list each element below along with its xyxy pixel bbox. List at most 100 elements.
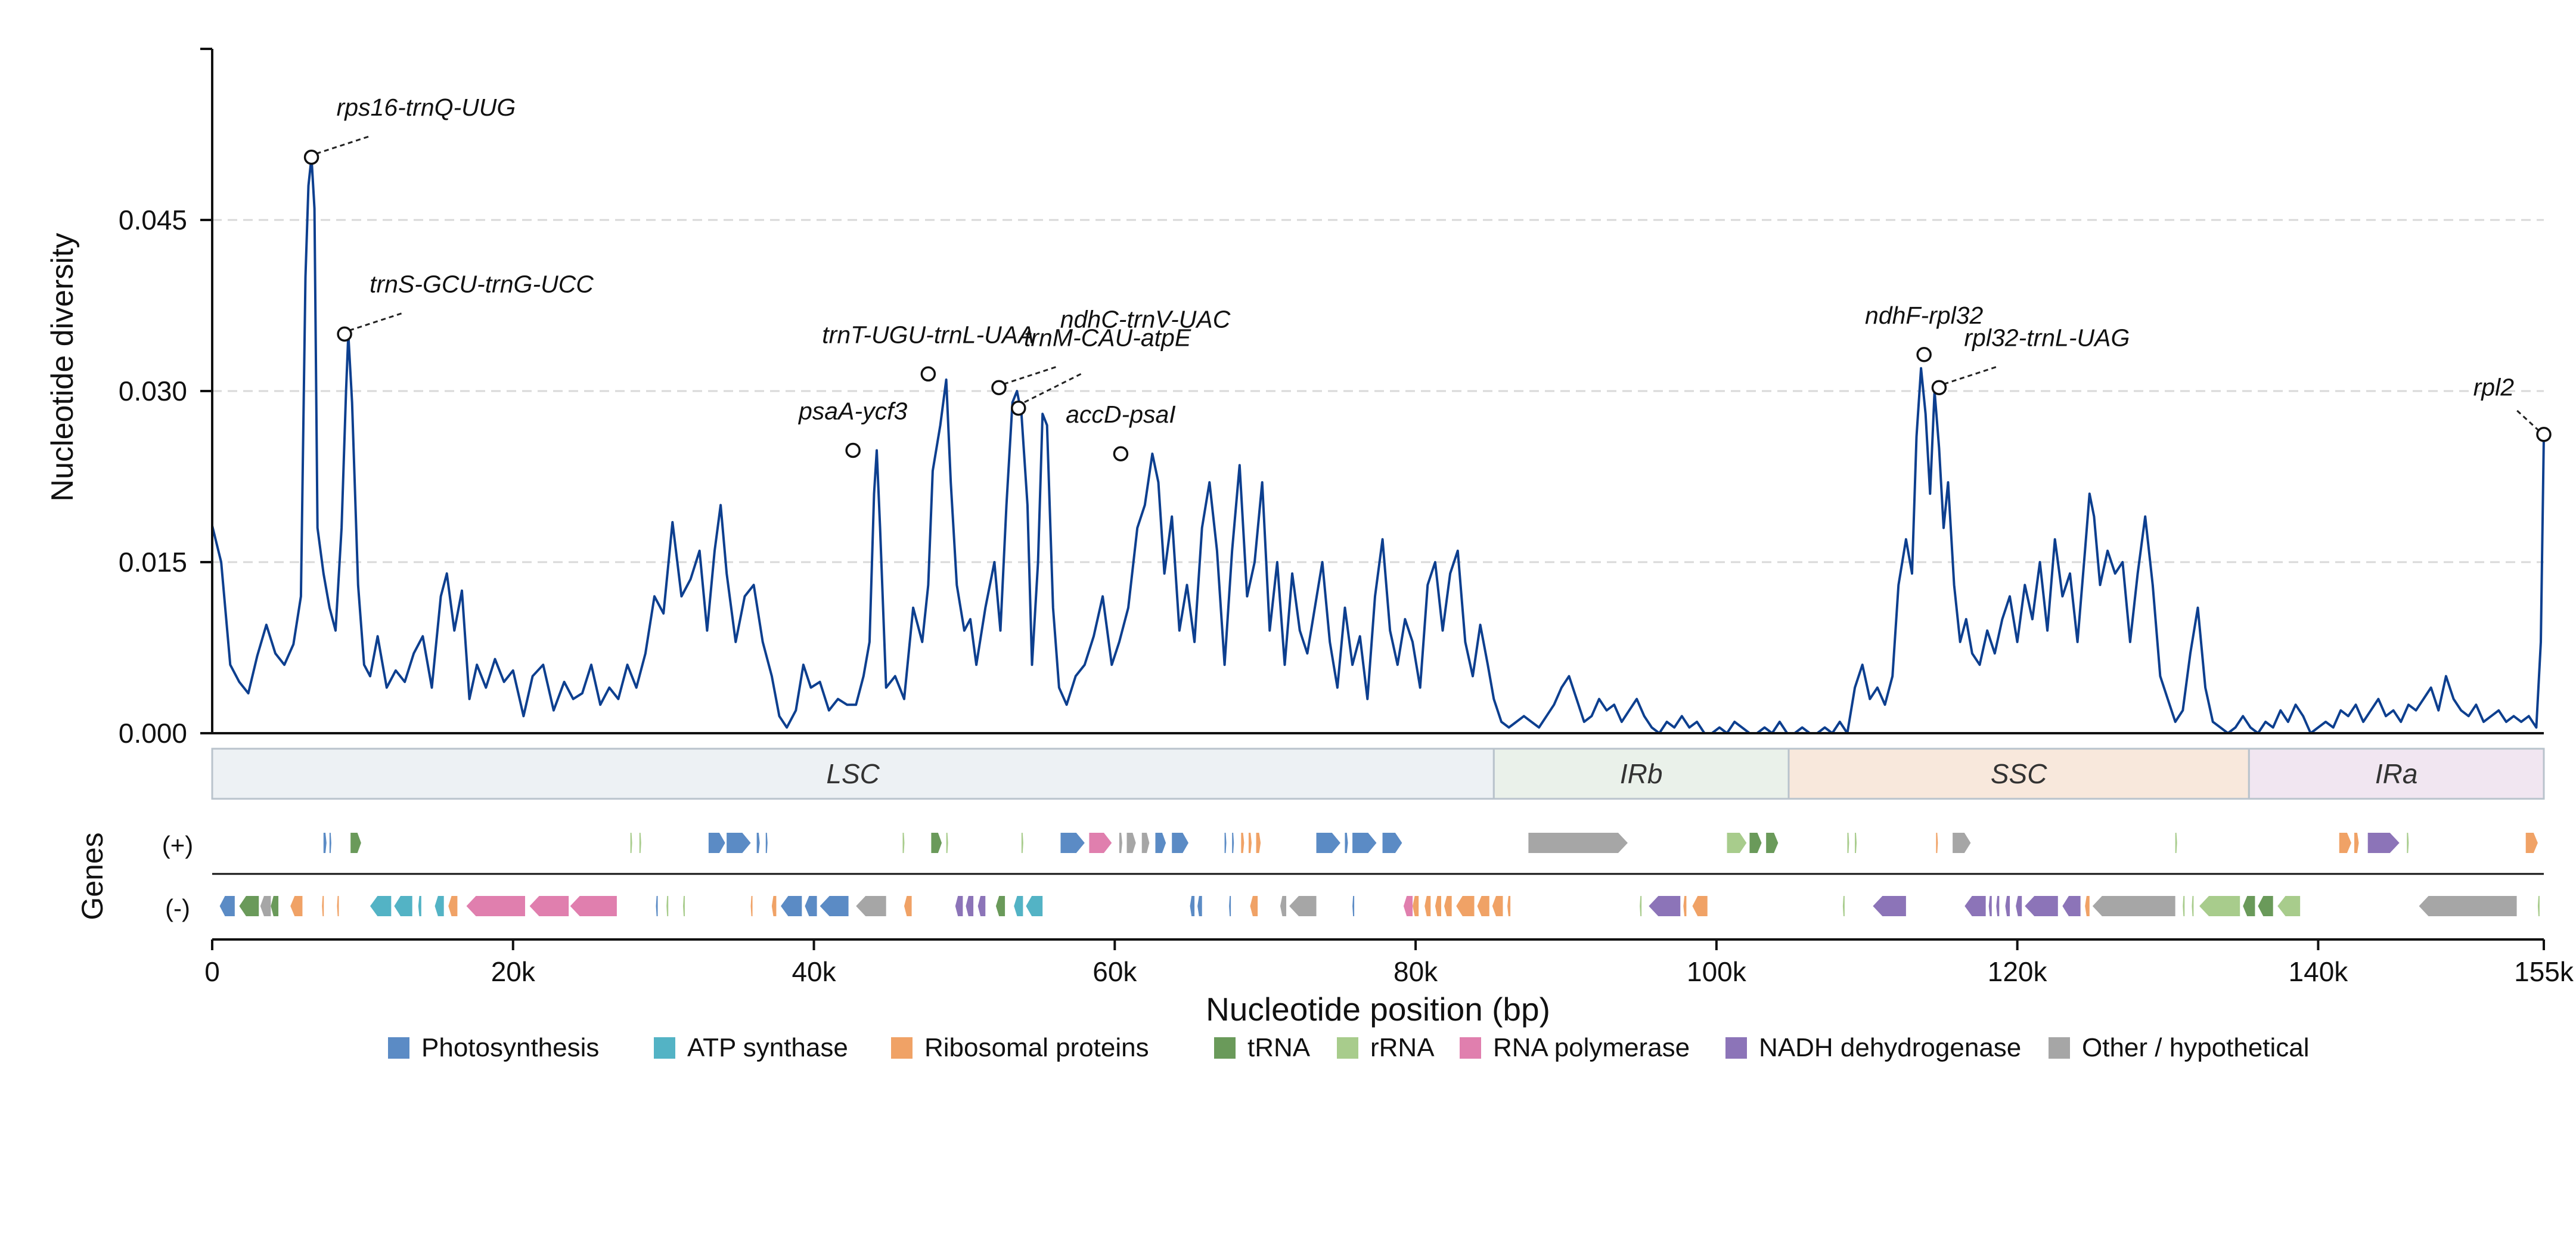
gene-feature xyxy=(1289,896,1317,916)
gene-feature xyxy=(529,896,569,916)
grid-layer xyxy=(212,219,2544,563)
gene-feature xyxy=(1749,833,1762,853)
region-label: IRb xyxy=(1620,758,1663,789)
gene-feature xyxy=(1507,896,1511,916)
annotation-leader xyxy=(1943,365,1999,385)
gene-feature xyxy=(2339,833,2351,853)
gene-feature xyxy=(239,896,259,916)
annotation-label: accD-psaI xyxy=(1066,401,1176,428)
gene-feature xyxy=(1988,896,1992,916)
gene-feature xyxy=(1119,833,1122,853)
gene-feature xyxy=(902,833,905,853)
annotation-label: rpl32-trnL-UAG xyxy=(1964,324,2130,351)
gene-feature xyxy=(1224,833,1227,853)
gene-feature xyxy=(820,896,849,916)
gene-feature xyxy=(323,833,327,853)
gene-feature xyxy=(2258,896,2273,916)
gene-feature xyxy=(1936,833,1938,853)
gene-feature xyxy=(1352,896,1355,916)
annotation-label: trnT-UGU-trnL-UAA xyxy=(822,321,1034,348)
annotation-label: trnM-CAU-atpE xyxy=(1024,324,1191,351)
legend-swatch xyxy=(1725,1037,1747,1059)
gene-feature xyxy=(1964,896,1986,916)
gene-feature xyxy=(1172,833,1188,853)
gene-feature xyxy=(1089,833,1112,853)
gene-feature xyxy=(1060,833,1085,853)
x-tick-label: 40k xyxy=(792,956,836,987)
gene-feature xyxy=(805,896,817,916)
gene-feature xyxy=(781,896,802,916)
gene-feature xyxy=(1248,833,1252,853)
gene-feature xyxy=(290,896,303,916)
gene-feature xyxy=(1727,833,1747,853)
annotation-label: psaA-ycf3 xyxy=(797,397,907,424)
y-tick-label: 0.015 xyxy=(119,547,187,578)
legend-label: Ribosomal proteins xyxy=(924,1033,1149,1062)
genes-track-label: Genes xyxy=(76,832,109,920)
region-layer: LSC IRb SSC IRa xyxy=(211,748,2545,800)
gene-feature xyxy=(2192,896,2194,916)
gene-feature xyxy=(1190,896,1195,916)
gene-feature xyxy=(2277,896,2301,916)
legend-label: ATP synthase xyxy=(687,1033,848,1062)
gene-feature xyxy=(466,896,525,916)
gene-feature xyxy=(2407,833,2409,853)
gene-feature xyxy=(219,896,235,916)
gene-feature xyxy=(2367,833,2400,853)
gene-feature xyxy=(2016,896,2022,916)
gene-feature xyxy=(337,896,339,916)
annotation-marker xyxy=(1931,380,1947,396)
gene-feature xyxy=(370,896,392,916)
annotation-layer: rps16-trnQ-UUG trnS-GCU-trnG-UCC psaA-ycf3… xyxy=(303,94,2552,461)
gene-feature xyxy=(1492,896,1503,916)
annotation-leader xyxy=(1024,371,1085,404)
gene-feature xyxy=(1229,896,1231,916)
gene-feature xyxy=(1996,896,2000,916)
x-tick-label: 60k xyxy=(1093,956,1137,987)
gene-feature xyxy=(1855,833,1857,853)
gene-feature xyxy=(630,833,632,853)
region-label: LSC xyxy=(826,758,880,789)
gene-feature xyxy=(977,896,986,916)
y-axis-label: Nucleotide diversity xyxy=(45,233,80,502)
x-tick-label: 155k xyxy=(2514,956,2574,987)
gene-feature xyxy=(1232,833,1234,853)
gene-feature xyxy=(329,833,331,853)
legend-swatch xyxy=(2049,1037,2070,1059)
legend-swatch xyxy=(891,1037,913,1059)
gene-feature xyxy=(1014,896,1023,916)
y-tick-label: 0.000 xyxy=(119,718,187,749)
legend-layer: Photosynthesis ATP synthase Ribosomal prot… xyxy=(388,1033,2310,1062)
gene-feature xyxy=(1766,833,1779,853)
gene-feature xyxy=(955,896,963,916)
gene-feature xyxy=(1649,896,1681,916)
gene-feature xyxy=(1250,896,1258,916)
gene-feature xyxy=(639,833,641,853)
gene-feature xyxy=(756,833,760,853)
region-label: IRa xyxy=(2375,758,2418,789)
gene-feature xyxy=(448,896,458,916)
gene-feature xyxy=(1953,833,1971,853)
annotation-label: ndhF-rpl32 xyxy=(1865,302,1983,329)
annotation-marker xyxy=(2536,426,2552,442)
annotation-leader xyxy=(2516,410,2540,432)
gene-feature xyxy=(1873,896,1906,916)
gene-feature xyxy=(682,896,685,916)
gene-feature xyxy=(1256,833,1261,853)
gene-feature xyxy=(1021,833,1023,853)
legend-label: NADH dehydrogenase xyxy=(1759,1033,2021,1062)
annotation-leader xyxy=(349,311,405,331)
annotation-marker xyxy=(1113,446,1129,461)
gene-feature xyxy=(727,833,751,853)
annotation-marker xyxy=(303,150,319,165)
gene-feature xyxy=(1141,833,1150,853)
gene-feature xyxy=(995,896,1005,916)
legend-label: rRNA xyxy=(1370,1033,1435,1062)
gene-feature xyxy=(708,833,725,853)
x-tick-label: 120k xyxy=(1988,956,2048,987)
gene-feature xyxy=(1692,896,1708,916)
gene-feature xyxy=(765,833,768,853)
gene-feature xyxy=(434,896,444,916)
annotation-label: rpl2 xyxy=(2473,374,2515,401)
gene-feature xyxy=(2525,833,2538,853)
